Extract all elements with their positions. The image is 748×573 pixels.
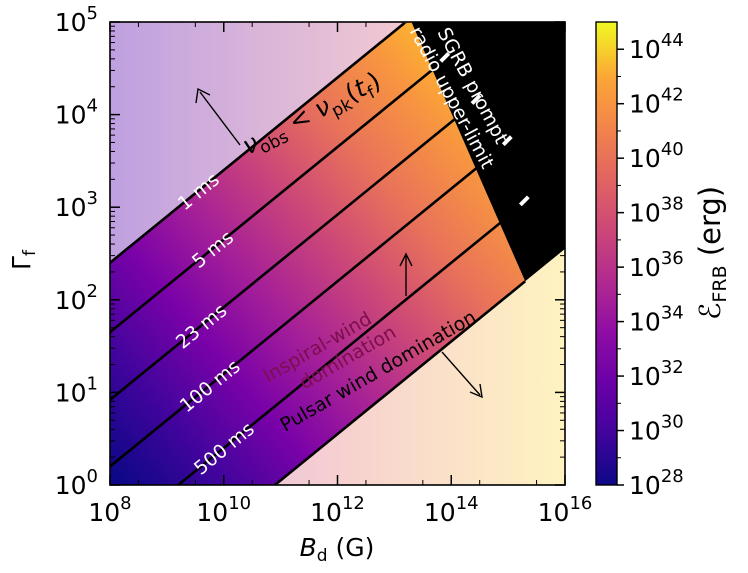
arrow-down-right <box>441 351 483 399</box>
colorbar-tick-label: 1042 <box>629 85 684 119</box>
sgrb-excluded-region <box>411 22 565 282</box>
frb-energy-band <box>110 22 526 485</box>
radio-limit-segment <box>518 195 530 207</box>
x-axis-label: Bd (G) <box>300 533 375 566</box>
y-tick-label: 102 <box>55 281 98 315</box>
colorbar-tick-label: 1032 <box>629 357 684 391</box>
contour-line <box>110 143 507 468</box>
x-tick-label: 108 <box>88 493 131 527</box>
colorbar-gradient <box>595 21 618 486</box>
contour-line <box>110 102 475 401</box>
radio-limit-segment <box>501 135 513 147</box>
x-tick-label: 1010 <box>196 493 251 527</box>
radio-limit-segment <box>470 94 482 105</box>
y-tick-label: 101 <box>55 373 98 407</box>
y-tick-label: 100 <box>55 466 98 500</box>
radio-limit-segment <box>403 22 407 24</box>
colorbar-tick-label: 1034 <box>629 303 684 337</box>
colorbar <box>595 21 618 486</box>
y-tick-label: 105 <box>55 3 98 37</box>
colorbar-tick-label: 1030 <box>629 412 684 446</box>
x-tick-label: 1012 <box>310 493 365 527</box>
colorbar-tick-label: 1038 <box>629 194 684 228</box>
colorbar-tick-label: 1040 <box>629 139 684 173</box>
y-tick-label: 103 <box>55 188 98 222</box>
arrow-up-left <box>195 87 241 146</box>
colorbar-tick-label: 1028 <box>629 466 684 500</box>
colorbar-tick-label: 1044 <box>629 30 684 64</box>
radio-limit-segment <box>439 51 451 63</box>
colorbar-label: ℰFRB (erg) <box>693 186 731 320</box>
y-tick-label: 104 <box>55 96 98 130</box>
boundary-lower <box>272 280 527 485</box>
contour-line <box>110 60 444 334</box>
contour-line <box>110 22 407 264</box>
x-tick-label: 1016 <box>538 493 593 527</box>
y-axis-label: Γf <box>7 249 40 270</box>
colorbar-tick-label: 1036 <box>629 248 684 282</box>
arrow-up <box>399 252 413 296</box>
x-tick-label: 1014 <box>424 493 479 527</box>
